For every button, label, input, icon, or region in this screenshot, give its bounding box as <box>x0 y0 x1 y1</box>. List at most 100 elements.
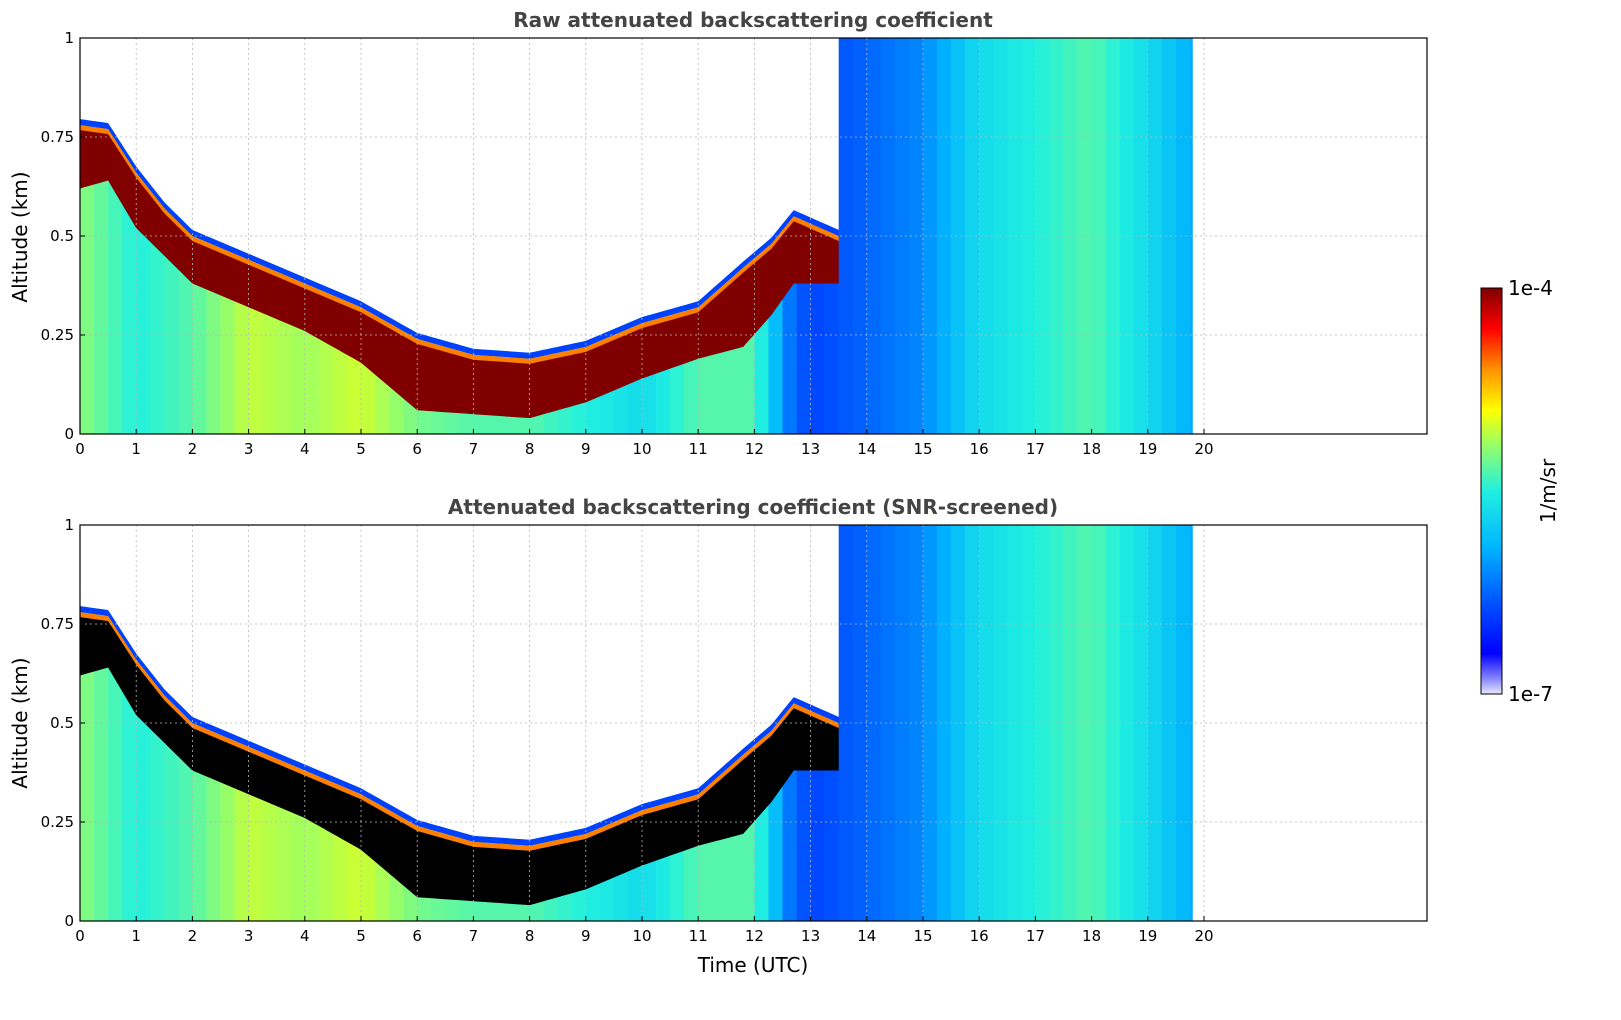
heatmap-cell <box>880 38 896 434</box>
x-tick-label: 9 <box>581 927 591 945</box>
heatmap-cell <box>965 525 980 921</box>
x-tick-label: 14 <box>857 927 876 945</box>
x-tick-label: 15 <box>913 927 932 945</box>
heatmap-cell <box>866 38 882 434</box>
panel-title: Attenuated backscattering coefficient (S… <box>448 495 1058 519</box>
heatmap-area <box>80 38 1427 434</box>
heatmap-cell <box>852 525 868 921</box>
clear-air-region <box>80 38 839 353</box>
x-tick-label: 12 <box>745 927 764 945</box>
y-ticks: 0 0.25 0.5 0.75 1 <box>41 29 85 443</box>
x-tick-label: 16 <box>970 927 989 945</box>
heatmap-cell <box>1077 525 1092 921</box>
heatmap-cell <box>894 525 910 921</box>
x-tick-label: 2 <box>188 927 198 945</box>
heatmap-cell <box>1161 525 1177 921</box>
x-tick-label: 16 <box>970 440 989 458</box>
heatmap-cell <box>1175 525 1191 921</box>
heatmap-cell <box>1021 525 1036 921</box>
x-tick-label: 8 <box>525 927 535 945</box>
x-tick-label: 3 <box>244 927 254 945</box>
heatmap-cell <box>1035 38 1050 434</box>
colorbar-units-label: 1/m/sr <box>1536 458 1560 523</box>
heatmap-cell <box>1091 38 1106 434</box>
y-tick-label: 0 <box>64 912 74 930</box>
heatmap-cell <box>1147 525 1163 921</box>
x-tick-label: 1 <box>131 927 141 945</box>
y-tick-label: 0.75 <box>41 128 74 146</box>
heatmap-cell <box>965 38 980 434</box>
x-tick-label: 17 <box>1026 927 1045 945</box>
panel-title: Raw attenuated backscattering coefficien… <box>513 8 993 32</box>
heatmap-cell <box>1147 38 1163 434</box>
y-ticks: 0 0.25 0.5 0.75 1 <box>41 516 85 930</box>
x-tick-label: 6 <box>412 927 422 945</box>
y-tick-label: 0.5 <box>50 714 74 732</box>
heatmap-cell <box>1105 38 1120 434</box>
x-tick-label: 20 <box>1194 440 1213 458</box>
x-ticks: 0 1 2 3 4 5 6 7 8 9 10 11 12 13 14 15 16 17 18 19 20 <box>75 429 1214 458</box>
x-tick-label: 9 <box>581 440 591 458</box>
colorbar-max-label: 1e-4 <box>1508 276 1553 300</box>
x-tick-label: 7 <box>469 440 479 458</box>
x-tick-label: 0 <box>75 927 85 945</box>
x-tick-label: 13 <box>801 927 820 945</box>
heatmap-cell <box>1161 38 1177 434</box>
cloud-layer <box>80 617 839 906</box>
x-tick-label: 4 <box>300 927 310 945</box>
x-tick-label: 13 <box>801 440 820 458</box>
heatmap-area <box>80 525 1427 921</box>
heatmap-cell <box>894 38 910 434</box>
gridlines <box>80 38 1427 434</box>
heatmap-cell <box>1077 38 1092 434</box>
x-ticks: 0 1 2 3 4 5 6 7 8 9 10 11 12 13 14 15 16 17 18 19 20 <box>75 916 1214 945</box>
x-tick-label: 11 <box>689 927 708 945</box>
x-tick-label: 17 <box>1026 440 1045 458</box>
x-tick-label: 11 <box>689 440 708 458</box>
y-axis-label: Altitude (km) <box>8 171 32 302</box>
heatmap-cell <box>951 525 966 921</box>
x-tick-label: 20 <box>1194 927 1213 945</box>
y-tick-label: 1 <box>64 516 74 534</box>
cloud-layer <box>80 130 839 419</box>
heatmap-cell <box>1035 525 1050 921</box>
y-tick-label: 0 <box>64 425 74 443</box>
x-tick-label: 5 <box>356 927 366 945</box>
y-tick-label: 0.75 <box>41 615 74 633</box>
colorbar-min-label: 1e-7 <box>1508 682 1553 706</box>
x-tick-label: 15 <box>913 440 932 458</box>
heatmap-cell <box>866 525 882 921</box>
heatmap-cell <box>852 38 868 434</box>
heatmap-cell <box>1007 525 1022 921</box>
y-tick-label: 0.25 <box>41 813 74 831</box>
snr-screened-backscatter-panel: Attenuated backscattering coefficient (S… <box>8 495 1428 977</box>
heatmap-cell <box>1175 38 1191 434</box>
heatmap-cell <box>937 38 952 434</box>
x-tick-label: 2 <box>188 440 198 458</box>
x-tick-label: 10 <box>632 927 651 945</box>
x-tick-label: 19 <box>1138 440 1157 458</box>
x-tick-label: 6 <box>412 440 422 458</box>
heatmap-cell <box>880 525 896 921</box>
heatmap-cell <box>1105 525 1120 921</box>
gridlines <box>80 525 1427 921</box>
heatmap-cell <box>1007 38 1022 434</box>
x-axis-label: Time (UTC) <box>697 953 809 977</box>
x-tick-label: 3 <box>244 440 254 458</box>
x-tick-label: 4 <box>300 440 310 458</box>
x-tick-label: 10 <box>632 440 651 458</box>
heatmap-cell <box>951 38 966 434</box>
x-tick-label: 7 <box>469 927 479 945</box>
colorbar-gradient <box>1480 287 1503 695</box>
clear-air-region <box>80 525 839 840</box>
heatmap-cell <box>1091 525 1106 921</box>
x-tick-label: 0 <box>75 440 85 458</box>
y-tick-label: 0.25 <box>41 326 74 344</box>
x-tick-label: 18 <box>1082 927 1101 945</box>
x-tick-label: 14 <box>857 440 876 458</box>
x-tick-label: 19 <box>1138 927 1157 945</box>
y-tick-label: 1 <box>64 29 74 47</box>
y-axis-label: Altitude (km) <box>8 657 32 788</box>
x-tick-label: 8 <box>525 440 535 458</box>
raw-backscatter-panel: Raw attenuated backscattering coefficien… <box>8 8 1428 458</box>
